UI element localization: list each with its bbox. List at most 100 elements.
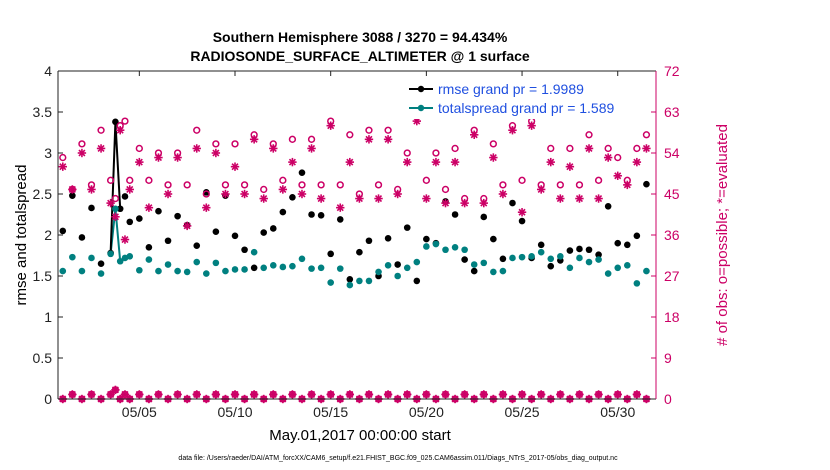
totalspread-point (241, 266, 248, 273)
obs-evaluated-low-point (632, 390, 642, 399)
obs-evaluated-low-point (211, 390, 221, 399)
totalspread-point (518, 253, 526, 261)
obs-evaluated-point (111, 212, 120, 221)
obs-possible-point (432, 149, 440, 157)
totalspread-point (327, 279, 334, 286)
left-tick-label: 2.5 (33, 186, 53, 202)
obs-possible-point (135, 144, 143, 153)
rmse-point (69, 192, 76, 199)
obs-evaluated-point (575, 194, 584, 203)
totalspread-point (528, 253, 535, 260)
obs-possible-point (365, 126, 373, 134)
totalspread-point (231, 266, 239, 273)
totalspread-point (260, 264, 268, 272)
rmse-point (480, 213, 488, 221)
totalspread-point (136, 266, 143, 274)
rmse-point (78, 234, 86, 241)
totalspread-point (174, 267, 181, 275)
x-tick-label: 05/05 (122, 404, 157, 420)
right-axis-ticks: 0 9 18 27 36 45 54 63 72 (651, 63, 680, 407)
totalspread-point (279, 263, 287, 271)
rmse-point (595, 251, 602, 258)
x-tick-label: 05/20 (409, 404, 444, 420)
rmse-point (88, 204, 95, 212)
obs-evaluated-point (163, 189, 173, 199)
rmse-point (384, 234, 392, 242)
obs-evaluated-point (565, 162, 575, 171)
totalspread-point (222, 267, 229, 275)
totalspread-point (604, 270, 612, 277)
rmse-point (566, 247, 574, 254)
rmse-point (121, 193, 129, 200)
obs-evaluated-low-point (536, 390, 546, 399)
data-marks (58, 112, 651, 404)
totalspread-point (69, 253, 76, 261)
legend-rmse-marker (417, 85, 425, 93)
rmse-point (499, 255, 507, 263)
obs-evaluated-point (431, 157, 441, 167)
obs-evaluated-low-point (613, 390, 622, 399)
obs-possible-point (231, 140, 239, 148)
totalspread-point (451, 244, 459, 251)
x-tick-label: 05/30 (600, 404, 635, 420)
left-tick-label: 3.5 (33, 104, 53, 120)
obs-evaluated-point (642, 144, 651, 153)
chart-title-line2: RADIOSONDE_SURFACE_ALTIMETER @ 1 surface (190, 48, 530, 64)
totalspread-point (432, 240, 440, 248)
obs-evaluated-low-point (345, 390, 355, 399)
obs-possible-point (240, 181, 249, 189)
obs-evaluated-low-point (154, 390, 163, 399)
rmse-point (203, 189, 210, 196)
right-tick-label: 9 (664, 350, 672, 366)
obs-evaluated-point (202, 203, 211, 212)
right-tick-label: 45 (664, 186, 680, 202)
rmse-point (509, 199, 516, 207)
totalspread-point (59, 267, 67, 275)
totalspread-point (289, 262, 296, 270)
obs-evaluated-point (154, 153, 163, 162)
totalspread-point (509, 254, 516, 262)
obs-evaluated-low-point (120, 390, 130, 399)
totalspread-point (183, 268, 191, 276)
rmse-point (470, 267, 478, 275)
obs-evaluated-point (192, 144, 201, 153)
obs-possible-point (556, 181, 564, 189)
obs-possible-point (499, 181, 507, 189)
rmse-point (451, 211, 459, 218)
legend-spread-label: totalspread grand pr = 1.589 (438, 100, 615, 116)
obs-evaluated-point (326, 121, 335, 130)
totalspread-point (78, 267, 86, 275)
totalspread-point (547, 255, 555, 263)
obs-evaluated-point (403, 157, 412, 167)
rmse-point (212, 228, 220, 236)
obs-evaluated-low-point (111, 385, 120, 395)
obs-evaluated-point (173, 153, 182, 162)
obs-possible-point (121, 117, 129, 125)
x-tick-label: 05/10 (217, 404, 252, 420)
obs-evaluated-point (470, 130, 479, 139)
obs-evaluated-point (269, 144, 278, 153)
obs-possible-point (317, 181, 325, 189)
obs-evaluated-point (536, 185, 546, 194)
totalspread-point (490, 268, 497, 276)
obs-possible-point (374, 181, 383, 189)
obs-evaluated-point (393, 189, 402, 199)
obs-evaluated-point (249, 135, 259, 144)
left-tick-label: 4 (44, 63, 52, 79)
totalspread-point (423, 243, 430, 250)
rmse-point (298, 169, 306, 176)
rmse-point (604, 203, 612, 210)
rmse-point (461, 256, 468, 263)
obs-evaluated-low-point (575, 390, 584, 399)
obs-evaluated-low-point (383, 390, 393, 399)
obs-evaluated-low-point (460, 390, 469, 399)
obs-possible-point (145, 176, 153, 184)
obs-possible-point (288, 135, 297, 143)
totalspread-point (375, 268, 382, 276)
obs-evaluated-low-point (498, 390, 508, 399)
rmse-point (585, 246, 593, 254)
obs-evaluated-low-point (269, 390, 278, 399)
totalspread-point (643, 267, 650, 275)
obs-possible-point (585, 131, 593, 139)
obs-possible-point (111, 194, 120, 203)
